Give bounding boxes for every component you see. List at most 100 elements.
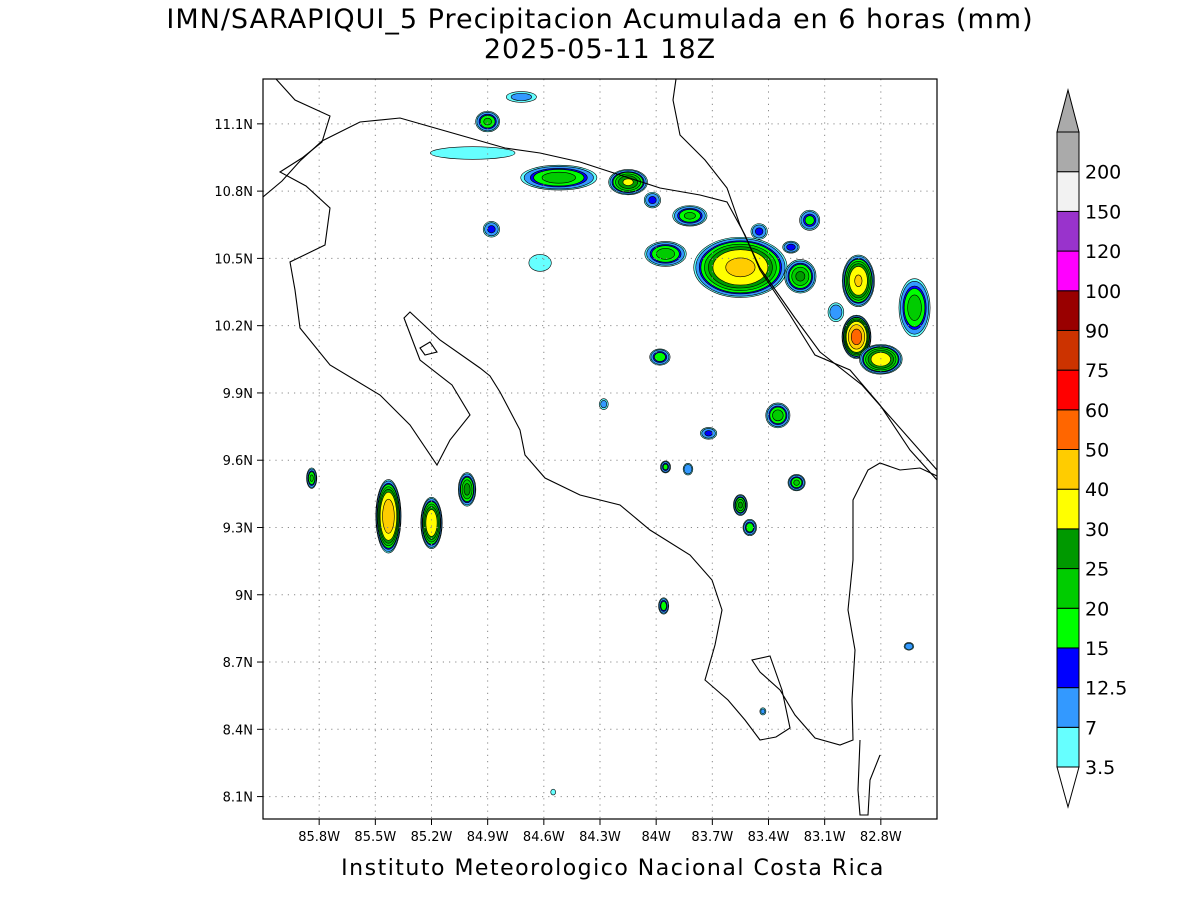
legend-over-triangle [1056,88,1080,133]
contour-band [870,352,891,367]
x-tick-label: 84.9W [467,830,509,845]
precip-cell [458,472,477,507]
precipitation-field [306,91,931,796]
legend-label: 15 [1085,638,1109,660]
legend-swatch [1056,568,1080,609]
precip-cell [841,254,875,307]
legend-label: 50 [1085,440,1109,462]
legend-swatch [1056,726,1080,768]
precip-cell [799,209,821,231]
contour-band [704,430,713,437]
precip-cell [750,223,768,240]
contour-band [483,117,492,126]
precip-cell [520,164,598,191]
legend-swatch [1056,369,1080,411]
contour-band [622,178,634,186]
legend-label: 3.5 [1085,757,1115,779]
precip-cell [660,460,671,474]
precip-cell [841,314,872,359]
legend-swatch [1056,409,1080,450]
legend-label: 100 [1085,281,1121,303]
legend-label: 12.5 [1085,678,1127,700]
x-tick-label: 84.6W [523,830,565,845]
coastlines [263,79,937,816]
grid-lines [263,79,937,819]
legend-label: 60 [1085,400,1109,422]
x-tick-label: 84W [641,830,671,845]
precip-cell [475,111,500,133]
contour-band [725,257,756,278]
precip-cell [765,402,791,429]
contour-band [309,474,314,482]
y-tick-label: 9.6N [223,454,253,469]
contour-band [510,92,532,101]
x-tick-label: 82.8W [860,830,902,845]
precip-cell [742,519,757,536]
legend-under-triangle [1056,766,1080,809]
x-tick-label: 85.5W [354,830,396,845]
legend-label: 75 [1085,360,1109,382]
precip-cell [306,467,318,489]
legend-label: 20 [1085,598,1109,620]
precip-cell [658,597,670,615]
caribbean-coast [672,79,937,471]
precip-cell [608,169,648,196]
map-date: 2025-05-11 18Z [483,34,717,65]
y-tick-label: 9.9N [223,387,253,402]
precip-cell [550,788,556,796]
y-tick-label: 11.1N [214,118,253,133]
precip-cell [505,91,537,103]
contour-band [804,215,815,226]
plot-background [263,79,937,819]
precip-cell [693,236,788,298]
precip-cell [787,474,806,492]
y-tick-label: 9N [235,589,253,604]
contour-band [425,509,438,537]
precip-cell [700,427,718,440]
nicaragua-costa-rica-border [263,117,937,481]
contour-band [653,352,666,362]
legend-swatch [1056,329,1080,371]
legend-swatch [1056,131,1080,173]
x-tick-label: 85.8W [298,830,340,845]
contour-band [755,227,764,236]
precip-cell [827,302,845,322]
burica-peninsula [857,739,881,816]
legend-swatch [1056,687,1080,728]
y-tick-label: 10.5N [214,252,253,267]
precip-cell [903,642,915,651]
contour-band [907,294,922,321]
contour-band [683,212,696,220]
contour-band [772,409,784,422]
precip-cell [649,348,671,366]
y-tick-label: 8.4N [223,723,253,738]
contour-band [550,788,556,796]
y-tick-label: 8.1N [223,791,253,806]
legend-swatch [1056,449,1080,490]
contour-band [795,271,806,282]
contour-band [662,463,669,470]
precip-cell [420,496,443,549]
contour-band [600,400,608,409]
contour-band [850,328,863,346]
legend-label: 7 [1085,717,1097,739]
credit-line: Instituto Meteorologico Nacional Costa R… [341,856,885,881]
precip-cell [784,259,817,294]
pacific-coast-north [275,79,937,746]
legend-label: 120 [1085,241,1121,263]
contour-band [541,171,576,184]
map-title: IMN/SARAPIQUI_5 Precipitacion Acumulada … [166,4,1034,35]
x-tick-label: 83.1W [804,830,846,845]
legend-swatch [1056,210,1080,252]
gulf-of-nicoya-island [419,341,438,356]
precip-cell [430,146,516,160]
contour-band [648,196,657,205]
contour-band [656,248,675,260]
legend-label: 90 [1085,320,1109,342]
contour-band [760,708,766,715]
y-tick-label: 10.2N [214,320,253,335]
precip-cell [682,463,694,476]
contour-band [382,498,395,534]
contour-band [738,501,743,509]
